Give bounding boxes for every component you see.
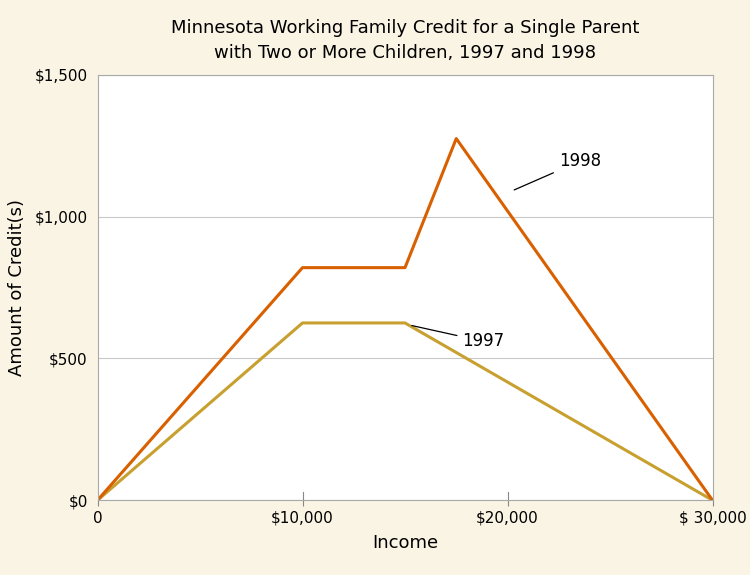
- Title: Minnesota Working Family Credit for a Single Parent
with Two or More Children, 1: Minnesota Working Family Credit for a Si…: [171, 19, 639, 62]
- Y-axis label: Amount of Credit(s): Amount of Credit(s): [8, 199, 26, 376]
- Text: 1998: 1998: [514, 152, 601, 190]
- Text: 1997: 1997: [412, 325, 505, 350]
- X-axis label: Income: Income: [372, 534, 438, 552]
